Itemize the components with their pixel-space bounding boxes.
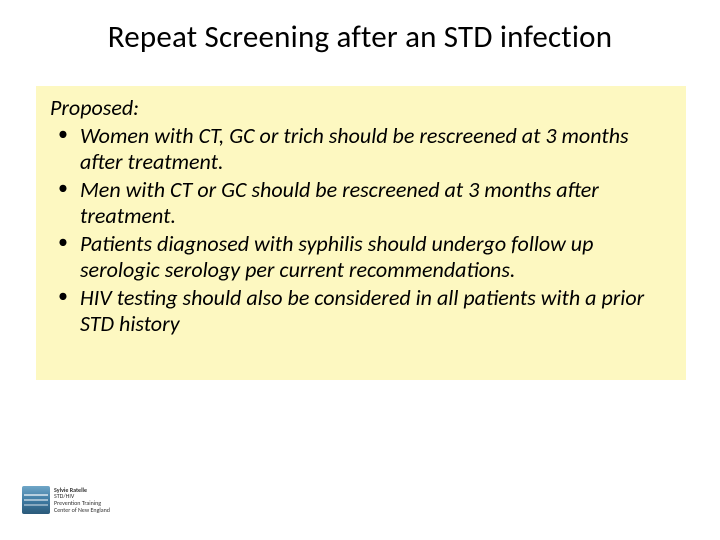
footer-logo: Sylvie Ratelle STD/HIV Prevention Traini…: [22, 478, 142, 522]
slide: Repeat Screening after an STD infection …: [0, 0, 720, 540]
list-item: Women with CT, GC or trich should be res…: [50, 123, 672, 175]
slide-title: Repeat Screening after an STD infection: [0, 18, 720, 56]
list-item: Men with CT or GC should be rescreened a…: [50, 177, 672, 229]
logo-icon: [22, 486, 50, 514]
bullet-list: Women with CT, GC or trich should be res…: [50, 123, 672, 337]
logo-text: Sylvie Ratelle STD/HIV Prevention Traini…: [54, 487, 110, 513]
content-box: Proposed: Women with CT, GC or trich sho…: [36, 86, 686, 380]
logo-line-4: Center of New England: [54, 507, 110, 514]
proposed-label: Proposed:: [50, 94, 672, 121]
list-item: HIV testing should also be considered in…: [50, 285, 672, 337]
list-item: Patients diagnosed with syphilis should …: [50, 231, 672, 283]
